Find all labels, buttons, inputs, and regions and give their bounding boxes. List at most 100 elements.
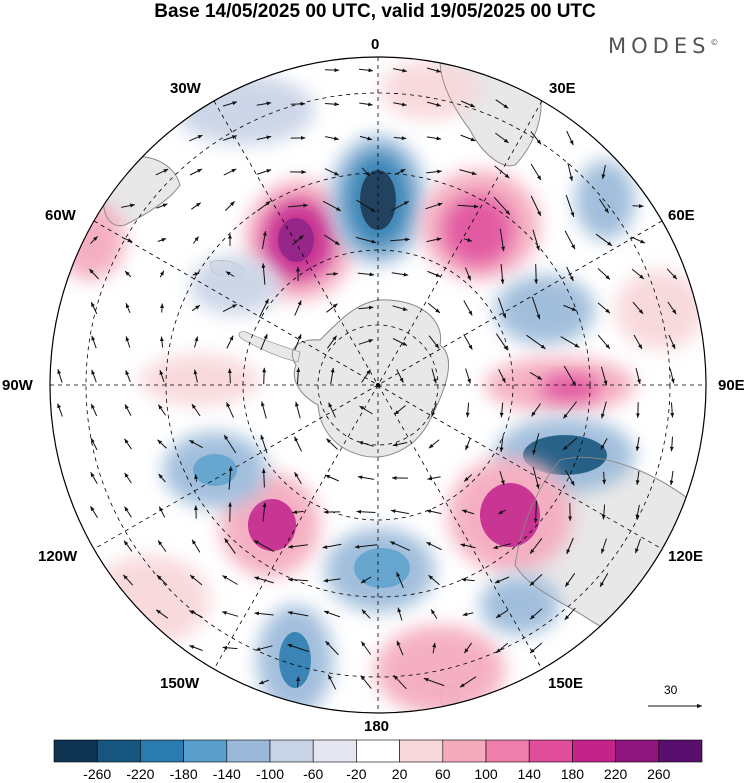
wind-arrow bbox=[155, 609, 169, 619]
wind-arrow bbox=[493, 543, 511, 550]
wind-arrow bbox=[324, 474, 340, 482]
lon-label-30w: 30W bbox=[170, 80, 201, 97]
wind-arrow bbox=[564, 607, 576, 621]
wind-arrow bbox=[358, 305, 374, 310]
wind-arrow bbox=[529, 573, 543, 587]
wind-arrow bbox=[287, 610, 309, 617]
wind-arrow bbox=[601, 504, 606, 520]
antarctica-coast bbox=[291, 299, 449, 458]
wind-arrow bbox=[461, 509, 475, 515]
wind-arrow bbox=[262, 502, 267, 522]
wind-arrow bbox=[392, 442, 408, 447]
colorbar-tick-label: -20 bbox=[346, 766, 367, 782]
wind-arrow bbox=[464, 267, 472, 281]
wind-arrow bbox=[428, 335, 440, 349]
wind-arrow bbox=[253, 539, 275, 553]
wind-arrow bbox=[357, 272, 375, 277]
wind-arrow bbox=[257, 200, 271, 212]
wind-arrow bbox=[90, 235, 98, 245]
anomaly-positive bbox=[480, 483, 540, 547]
wind-arrow bbox=[123, 237, 133, 243]
wind-arrow bbox=[564, 230, 576, 250]
anomaly-positive bbox=[540, 374, 600, 402]
wind-arrow bbox=[529, 537, 543, 555]
latitude-circle bbox=[317, 324, 439, 446]
wind-arrow bbox=[225, 271, 235, 277]
wind-arrow bbox=[326, 303, 338, 313]
colorbar-swatch bbox=[53, 739, 98, 763]
wind-arrow bbox=[426, 541, 442, 551]
anomaly-negative bbox=[193, 454, 237, 486]
wind-arrow bbox=[463, 334, 473, 350]
lon-label-30e: 30E bbox=[549, 80, 576, 97]
wind-arrow bbox=[158, 506, 166, 518]
wind-arrow bbox=[632, 301, 644, 315]
wind-arrow bbox=[460, 134, 476, 142]
wind-arrow bbox=[427, 476, 441, 481]
wind-arrow bbox=[222, 101, 238, 107]
wind-arrow bbox=[669, 436, 674, 452]
wind-arrow bbox=[361, 167, 371, 177]
wind-arrow bbox=[430, 609, 438, 619]
wind-arrow bbox=[358, 339, 374, 345]
wind-arrow bbox=[463, 642, 473, 654]
wind-arrow bbox=[465, 402, 470, 418]
brand-text: MODES bbox=[608, 34, 711, 58]
wind-arrow bbox=[460, 100, 476, 108]
wind-arrow bbox=[358, 441, 374, 447]
colorbar-tick-label: 20 bbox=[391, 766, 408, 782]
wind-arrow bbox=[124, 506, 132, 518]
wind-arrow bbox=[630, 236, 646, 244]
anomaly-negative bbox=[190, 255, 280, 315]
wind-arrow bbox=[261, 468, 266, 488]
wind-arrow bbox=[600, 366, 608, 386]
wind-arrow bbox=[322, 200, 342, 212]
wind-arrow bbox=[254, 611, 274, 616]
wind-arrow bbox=[459, 676, 477, 688]
modes-logo: MODES© bbox=[608, 34, 718, 58]
anomaly-positive bbox=[615, 270, 705, 350]
wind-arrow bbox=[287, 577, 309, 582]
wind-arrow bbox=[564, 573, 576, 587]
wind-arrow bbox=[431, 403, 437, 417]
wind-arrow bbox=[90, 437, 98, 451]
wind-scale-label: 30 bbox=[664, 683, 678, 697]
lon-label-0: 0 bbox=[371, 36, 380, 53]
wind-arrow bbox=[323, 610, 341, 618]
colorbar-tick-label: 60 bbox=[435, 766, 451, 782]
wind-arrow bbox=[125, 336, 131, 348]
wind-arrow bbox=[159, 336, 164, 348]
wind-arrow bbox=[498, 368, 506, 384]
wind-arrow bbox=[460, 543, 476, 549]
colorbar-tick-label: 100 bbox=[474, 766, 498, 782]
wind-arrow bbox=[560, 336, 580, 348]
wind-arrow bbox=[597, 268, 611, 280]
wind-arrow bbox=[493, 196, 511, 216]
wind-arrow bbox=[292, 234, 304, 246]
wind-arrow bbox=[221, 611, 239, 617]
colorbar-tick-label: -140 bbox=[212, 766, 241, 782]
wind-arrow bbox=[497, 297, 507, 319]
wind-arrow bbox=[91, 335, 97, 349]
wind-arrow bbox=[495, 132, 509, 144]
wind-arrow bbox=[392, 338, 408, 346]
wind-arrow bbox=[226, 335, 234, 349]
wind-arrow bbox=[526, 334, 546, 350]
wind-arrow bbox=[635, 436, 640, 452]
wind-arrow bbox=[292, 510, 304, 515]
wind-arrow bbox=[287, 644, 309, 652]
wind-arrow bbox=[595, 233, 613, 247]
colorbar-tick-label: -100 bbox=[255, 766, 285, 782]
anomaly-positive bbox=[140, 354, 260, 406]
wind-arrow bbox=[531, 403, 541, 417]
wind-arrow bbox=[261, 231, 267, 249]
wind-arrow bbox=[600, 401, 607, 419]
wind-arrow bbox=[290, 101, 306, 106]
wind-arrow bbox=[356, 199, 376, 213]
anomaly-negative bbox=[523, 435, 607, 475]
wind-arrow bbox=[295, 401, 301, 419]
wind-arrow bbox=[294, 436, 302, 452]
wind-arrow bbox=[601, 165, 606, 179]
wind-arrow bbox=[226, 402, 234, 418]
wind-arrow bbox=[391, 272, 409, 277]
